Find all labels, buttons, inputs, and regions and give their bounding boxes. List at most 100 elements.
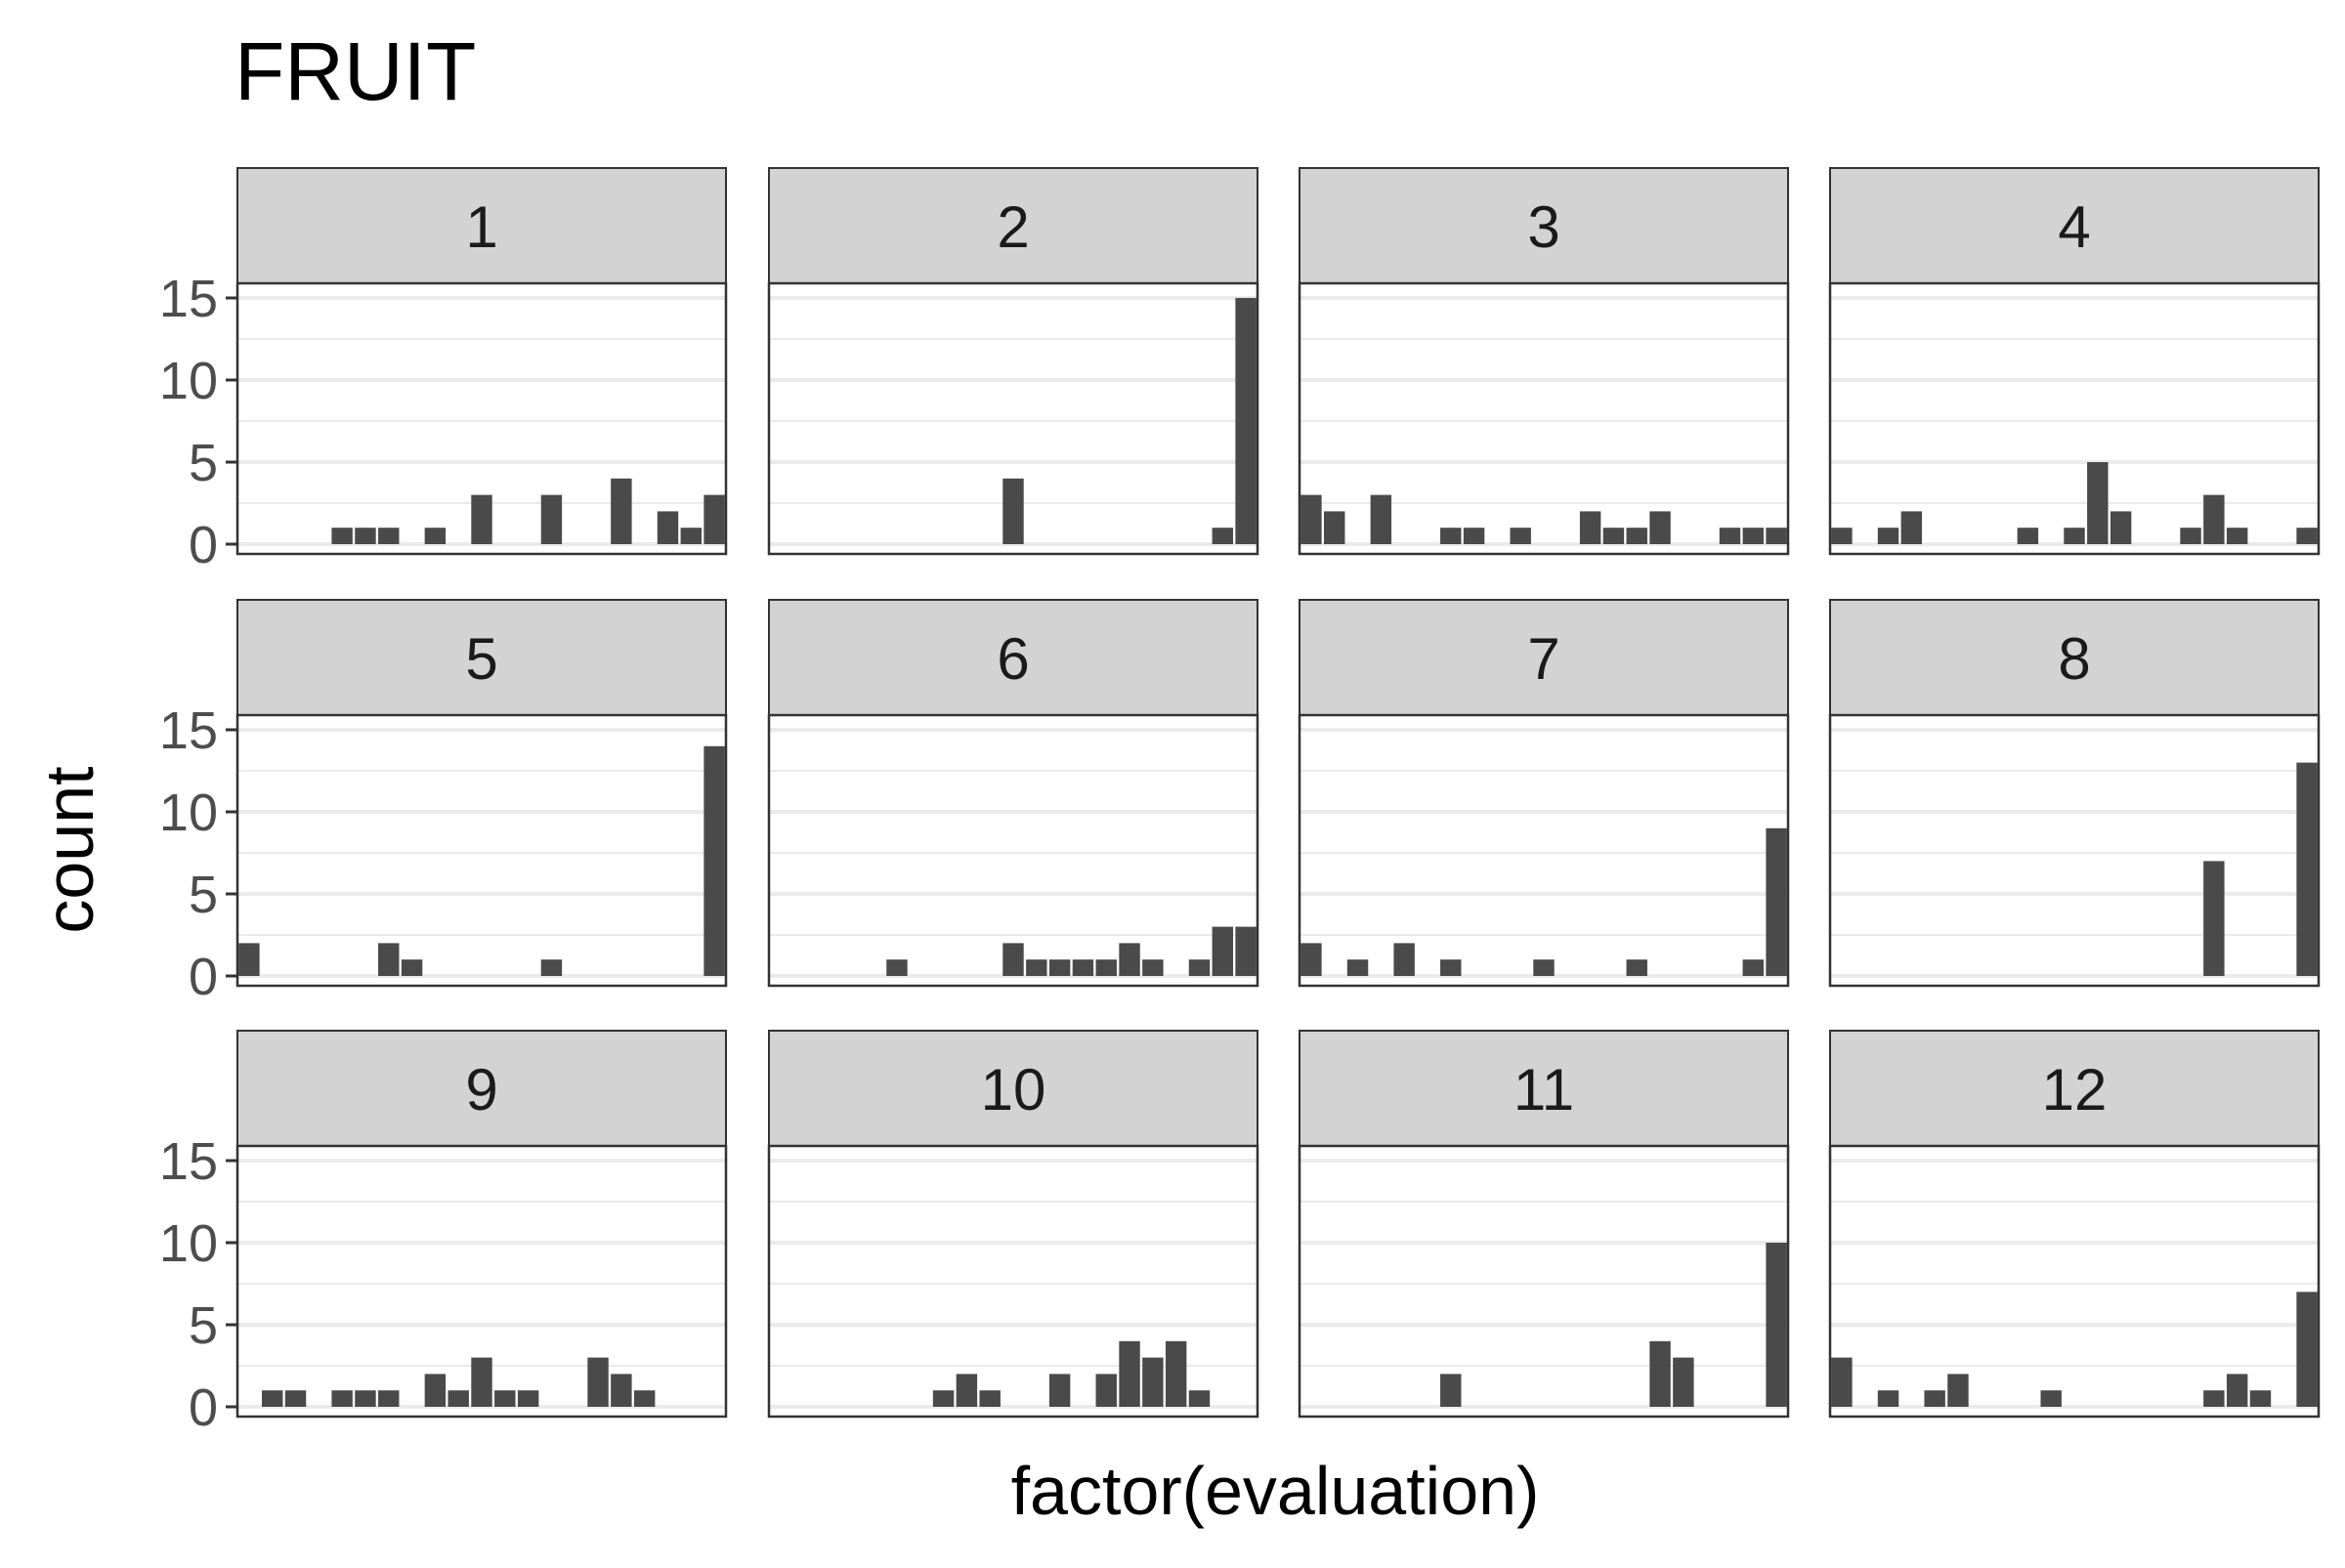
facet-strip-label: 1 — [465, 194, 497, 260]
y-tick-label: 10 — [159, 352, 218, 410]
bar — [1300, 494, 1322, 544]
bar — [1095, 1374, 1117, 1407]
bar — [1742, 528, 1764, 544]
bar — [1188, 959, 1211, 976]
facet-panel-border — [1298, 281, 1790, 556]
bar — [262, 1390, 283, 1407]
bar — [1831, 1357, 1853, 1407]
bar — [424, 528, 447, 544]
bar — [1026, 959, 1047, 976]
bar — [2296, 528, 2318, 544]
bar — [1924, 1390, 1945, 1407]
bar — [704, 494, 725, 544]
bar — [956, 1374, 978, 1407]
bar — [1048, 1374, 1071, 1407]
y-tick-label: 5 — [189, 866, 218, 924]
facet-strip — [1829, 1030, 2320, 1147]
facet-strip — [1829, 599, 2320, 716]
facet-panel-9: 9 0 5 10 15 — [159, 1030, 728, 1437]
facet-strip — [236, 1030, 727, 1147]
facet-strip-label: 3 — [1527, 194, 1559, 260]
bar — [2296, 1292, 2318, 1407]
bar — [1440, 959, 1462, 976]
bar — [238, 943, 260, 976]
bar — [1119, 943, 1140, 976]
facet-panel-8: 8 — [1828, 599, 2321, 988]
facet-panel-5: 5 0 5 10 15 — [159, 599, 728, 1006]
bar — [1440, 1374, 1462, 1407]
facet-panel-2: 2 — [767, 167, 1259, 556]
bar — [1142, 959, 1164, 976]
bar — [331, 528, 353, 544]
facet-panel-12: 12 — [1828, 1030, 2321, 1419]
bar — [1602, 528, 1625, 544]
bar — [1072, 959, 1094, 976]
y-tick-label: 0 — [189, 1378, 218, 1437]
facet-panel-border — [235, 713, 728, 988]
facet-panel-border — [767, 281, 1259, 556]
bar — [657, 511, 679, 544]
bar — [540, 494, 563, 544]
facet-panel-border — [1828, 281, 2321, 556]
bar — [1766, 528, 1787, 544]
bar — [540, 959, 563, 976]
bar — [1510, 528, 1531, 544]
facet-strip-label: 12 — [2042, 1057, 2108, 1123]
facet-panel-border — [1298, 1144, 1790, 1419]
bar — [1370, 494, 1392, 544]
bar — [1947, 1374, 1969, 1407]
y-tick-label: 10 — [159, 784, 218, 842]
bar — [378, 1390, 400, 1407]
y-tick-label: 5 — [189, 434, 218, 492]
bar — [1766, 827, 1787, 976]
facet-panel-background — [237, 715, 726, 986]
bar — [331, 1390, 353, 1407]
facet-panel-border — [1828, 713, 2321, 988]
bar — [1095, 959, 1117, 976]
bar — [2249, 1390, 2272, 1407]
y-axis-label: count — [31, 766, 107, 933]
y-tick-label: 0 — [189, 516, 218, 574]
facet-strip — [768, 1030, 1258, 1147]
bar — [2040, 1390, 2062, 1407]
y-tick-label: 0 — [189, 948, 218, 1006]
facet-strip-label: 11 — [1514, 1057, 1574, 1123]
facet-panel-border — [235, 1144, 728, 1419]
bar — [2203, 494, 2225, 544]
facet-panel-border — [767, 1144, 1259, 1419]
bar — [611, 478, 632, 544]
bar — [2296, 762, 2318, 976]
facet-strip-label: 8 — [2058, 626, 2090, 692]
facet-panel-6: 6 — [767, 599, 1259, 988]
bar — [2203, 1390, 2225, 1407]
bar — [1235, 926, 1257, 976]
bar — [587, 1357, 609, 1407]
bar — [1324, 511, 1345, 544]
facet-strip — [768, 167, 1258, 284]
bar — [401, 959, 423, 976]
bar — [1300, 943, 1322, 976]
facet-panel-border — [235, 281, 728, 556]
bar — [471, 494, 492, 544]
bar — [2226, 1374, 2248, 1407]
bar — [448, 1390, 469, 1407]
y-tick-label: 5 — [189, 1296, 218, 1355]
bar — [2017, 528, 2039, 544]
facet-strip — [236, 599, 727, 716]
facet-strip-label: 9 — [465, 1057, 497, 1123]
facet-panel-background — [1830, 715, 2319, 986]
bar — [1119, 1340, 1140, 1407]
facet-strip-label: 5 — [465, 626, 497, 692]
facet-strip-label: 4 — [2058, 194, 2090, 260]
facet-strip — [1299, 1030, 1789, 1147]
bar — [979, 1390, 1001, 1407]
facet-panel-background — [1300, 1146, 1788, 1417]
facet-strip-label: 7 — [1527, 626, 1559, 692]
bar — [355, 1390, 376, 1407]
facet-panel-background — [769, 715, 1258, 986]
bar — [1831, 528, 1853, 544]
bar — [424, 1374, 447, 1407]
bar — [1142, 1357, 1164, 1407]
bar — [1533, 959, 1555, 976]
